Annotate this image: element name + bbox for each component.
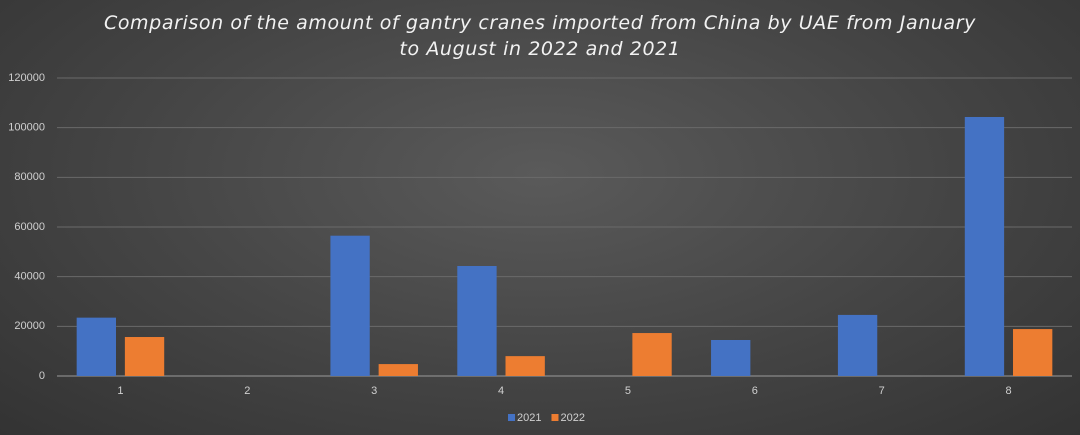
legend-label: 2022 <box>560 412 584 424</box>
bar <box>505 356 545 376</box>
bar <box>330 235 370 376</box>
y-tick-label: 40000 <box>14 271 45 283</box>
bar <box>457 265 497 376</box>
x-tick-label: 1 <box>117 385 123 397</box>
bar <box>964 116 1005 376</box>
y-tick-label: 80000 <box>14 171 45 183</box>
chart-title: Comparison of the amount of gantry crane… <box>103 12 977 60</box>
x-tick-label: 6 <box>752 385 758 397</box>
x-tick-label: 8 <box>1006 385 1012 397</box>
legend-swatch <box>508 414 515 421</box>
bar <box>124 337 165 376</box>
y-tick-label: 100000 <box>8 122 45 134</box>
x-tick-label: 7 <box>879 385 885 397</box>
legend-swatch <box>551 414 559 421</box>
bar <box>378 364 418 376</box>
x-tick-label: 4 <box>498 385 504 397</box>
y-tick-label: 120000 <box>8 72 45 84</box>
y-tick-label: 60000 <box>14 221 45 233</box>
bar <box>1013 329 1053 376</box>
y-tick-label: 20000 <box>14 320 45 332</box>
bar <box>711 339 751 376</box>
bar <box>76 317 116 376</box>
y-tick-label: 0 <box>39 370 45 382</box>
legend-label: 2021 <box>517 412 541 424</box>
x-tick-label: 5 <box>625 385 631 397</box>
bar <box>632 333 672 376</box>
x-tick-label: 3 <box>371 385 377 397</box>
bar <box>837 314 878 376</box>
x-tick-label: 2 <box>244 385 250 397</box>
